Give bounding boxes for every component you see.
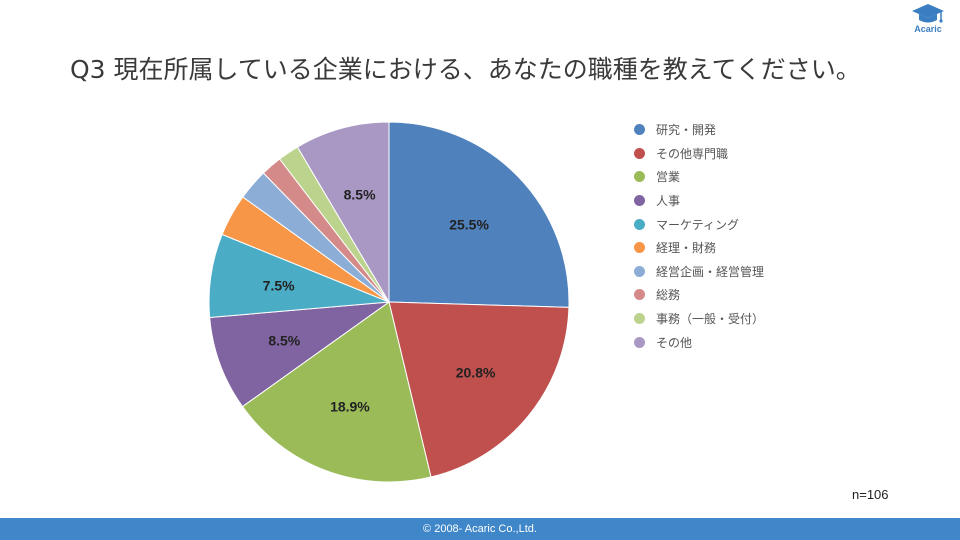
logo: Acaric [904, 2, 952, 42]
legend-swatch [634, 313, 645, 325]
legend-item-3: 人事 [634, 189, 764, 213]
legend-swatch [634, 124, 645, 136]
pie-slice-3 [209, 301, 391, 408]
legend-label: 総務 [656, 288, 681, 303]
pie-slice-0 [388, 121, 570, 308]
copyright-text: © 2008- Acaric Co.,Ltd. [423, 523, 537, 535]
pie-slice-2 [241, 301, 432, 483]
legend-label: 営業 [656, 170, 681, 185]
legend-item-0: 研究・開発 [634, 118, 764, 142]
legend-item-2: 営業 [634, 165, 764, 189]
pie-slice-9 [296, 121, 390, 304]
legend-item-8: 事務（一般・受付） [634, 307, 764, 331]
legend-swatch [634, 265, 645, 277]
pie-slice-label-9: 8.5% [344, 186, 376, 202]
legend-item-7: 総務 [634, 283, 764, 307]
legend-swatch [634, 171, 645, 183]
legend-item-9: その他 [634, 330, 764, 354]
legend-label: その他 [656, 335, 693, 350]
sample-size-label: n=106 [852, 487, 889, 502]
legend-swatch [634, 218, 645, 230]
legend-label: 経営企画・経営管理 [656, 264, 765, 279]
legend-swatch [634, 195, 645, 207]
footer: © 2008- Acaric Co.,Ltd. [0, 518, 960, 540]
legend-item-5: 経理・財務 [634, 236, 764, 260]
legend-label: マーケティング [656, 217, 740, 232]
page-title: Q3 現在所属している企業における、あなたの職種を教えてください。 [70, 55, 861, 84]
pie-slice-label-3: 8.5% [268, 333, 300, 349]
legend-swatch [634, 242, 645, 254]
legend-label: 人事 [656, 194, 681, 209]
legend-swatch [634, 147, 645, 159]
pie-slice-label-1: 20.8% [456, 364, 496, 380]
legend-item-4: マーケティング [634, 212, 764, 236]
pie-slice-1 [388, 301, 570, 478]
legend-swatch [634, 336, 645, 348]
logo-text: Acaric [914, 24, 942, 34]
legend-label: その他専門職 [656, 146, 729, 161]
legend-swatch [634, 289, 645, 301]
legend-label: 経理・財務 [656, 241, 717, 256]
pie-slice-label-2: 18.9% [330, 399, 370, 415]
pie-slice-label-0: 25.5% [449, 216, 489, 232]
legend-item-6: 経営企画・経営管理 [634, 260, 764, 284]
pie-slice-label-4: 7.5% [263, 277, 295, 293]
legend-label: 研究・開発 [656, 123, 717, 138]
chart-legend: 研究・開発その他専門職 営業人事マーケティング 経理・財務経営企画・経営管理 総務事務… [634, 118, 764, 354]
legend-label: 事務（一般・受付） [656, 312, 765, 327]
legend-item-1: その他専門職 [634, 142, 764, 166]
graduation-cap-icon [912, 4, 944, 23]
